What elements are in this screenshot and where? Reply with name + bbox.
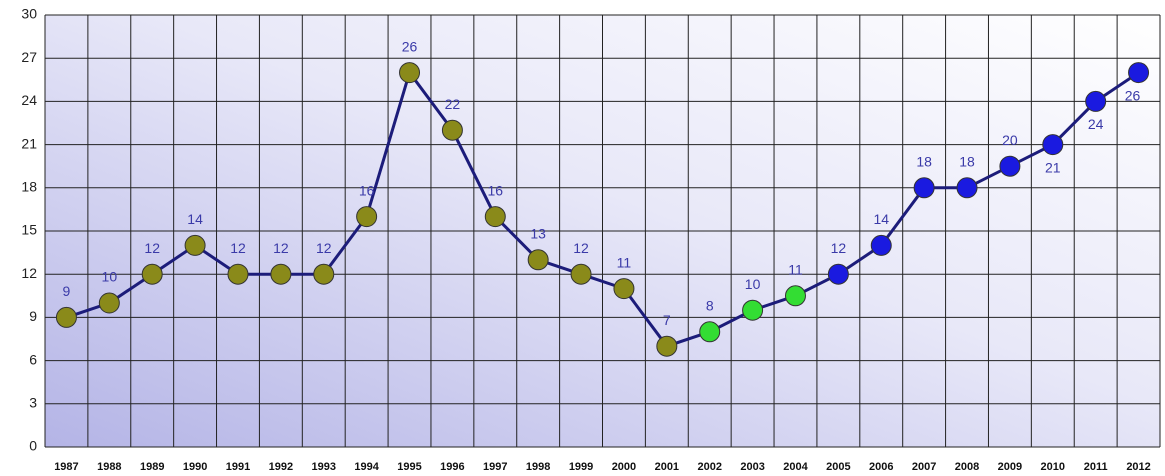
x-tick-label: 1995 (397, 461, 421, 473)
y-tick-label: 0 (29, 438, 37, 454)
x-tick-label: 1990 (183, 461, 207, 473)
x-tick-label: 1989 (140, 461, 164, 473)
point (399, 62, 421, 84)
y-tick-label: 12 (21, 265, 37, 281)
y-tick-label: 6 (29, 351, 37, 367)
point (527, 249, 549, 271)
point (913, 177, 935, 199)
y-tick-label: 24 (21, 92, 37, 108)
value-label: 13 (530, 226, 546, 242)
y-tick-label: 9 (29, 308, 37, 324)
value-label: 12 (831, 240, 847, 256)
value-label: 18 (959, 154, 975, 170)
y-tick-label: 3 (29, 395, 37, 411)
value-label: 20 (1002, 132, 1018, 148)
x-tick-label: 1998 (526, 461, 550, 473)
x-tick-label: 2003 (740, 461, 764, 473)
x-tick-label: 1992 (269, 461, 293, 473)
point (656, 335, 678, 357)
point (1128, 62, 1150, 84)
value-label: 21 (1045, 159, 1061, 175)
x-tick-label: 2002 (697, 461, 721, 473)
value-label: 12 (316, 240, 332, 256)
value-label: 10 (745, 276, 761, 292)
x-tick-label: 2011 (1084, 461, 1108, 473)
x-tick-label: 1993 (312, 461, 336, 473)
y-tick-label: 30 (21, 6, 37, 22)
value-label: 12 (573, 240, 589, 256)
x-tick-label: 2009 (998, 461, 1022, 473)
y-tick-label: 21 (21, 135, 37, 151)
x-tick-label: 2008 (955, 461, 979, 473)
value-label: 14 (873, 211, 889, 227)
y-tick-label: 18 (21, 179, 37, 195)
point (613, 278, 635, 300)
point (227, 263, 249, 285)
point (1042, 134, 1064, 156)
value-label: 11 (617, 254, 632, 270)
point (141, 263, 163, 285)
x-tick-label: 2005 (826, 461, 850, 473)
value-label: 8 (706, 298, 714, 314)
x-tick-label: 1991 (226, 461, 250, 473)
y-tick-label: 15 (21, 222, 37, 238)
value-label: 12 (273, 240, 289, 256)
value-label: 22 (445, 96, 461, 112)
point (699, 321, 721, 343)
value-label: 11 (788, 262, 803, 278)
point (999, 155, 1021, 177)
value-label: 14 (187, 211, 203, 227)
value-label: 18 (916, 154, 932, 170)
point (55, 306, 77, 328)
point (356, 206, 378, 228)
x-tick-label: 1988 (97, 461, 121, 473)
x-tick-label: 2007 (912, 461, 936, 473)
x-tick-label: 1996 (440, 461, 464, 473)
x-tick-label: 1987 (54, 461, 78, 473)
value-label: 26 (402, 38, 418, 54)
value-label: 26 (1125, 87, 1141, 103)
point (270, 263, 292, 285)
value-label: 12 (230, 240, 246, 256)
value-label: 10 (102, 269, 118, 285)
point (441, 119, 463, 141)
x-tick-label: 1994 (354, 461, 379, 473)
value-label: 24 (1088, 116, 1104, 132)
point (1085, 90, 1107, 112)
x-tick-label: 2000 (612, 461, 636, 473)
x-tick-label: 2004 (783, 461, 808, 473)
point (570, 263, 592, 285)
value-label: 7 (663, 312, 671, 328)
value-label: 16 (487, 182, 503, 198)
point (784, 285, 806, 307)
point (184, 234, 206, 256)
point (484, 206, 506, 228)
point (742, 299, 764, 321)
y-tick-label: 27 (21, 49, 37, 65)
x-tick-label: 2010 (1041, 461, 1065, 473)
point (870, 234, 892, 256)
x-tick-label: 2001 (655, 461, 679, 473)
x-tick-label: 1997 (483, 461, 507, 473)
point (313, 263, 335, 285)
point (956, 177, 978, 199)
value-label: 16 (359, 182, 375, 198)
value-label: 12 (144, 240, 160, 256)
x-tick-label: 1999 (569, 461, 593, 473)
x-tick-label: 2012 (1126, 461, 1150, 473)
point (827, 263, 849, 285)
x-tick-label: 2006 (869, 461, 893, 473)
point (98, 292, 120, 314)
value-label: 9 (63, 283, 71, 299)
